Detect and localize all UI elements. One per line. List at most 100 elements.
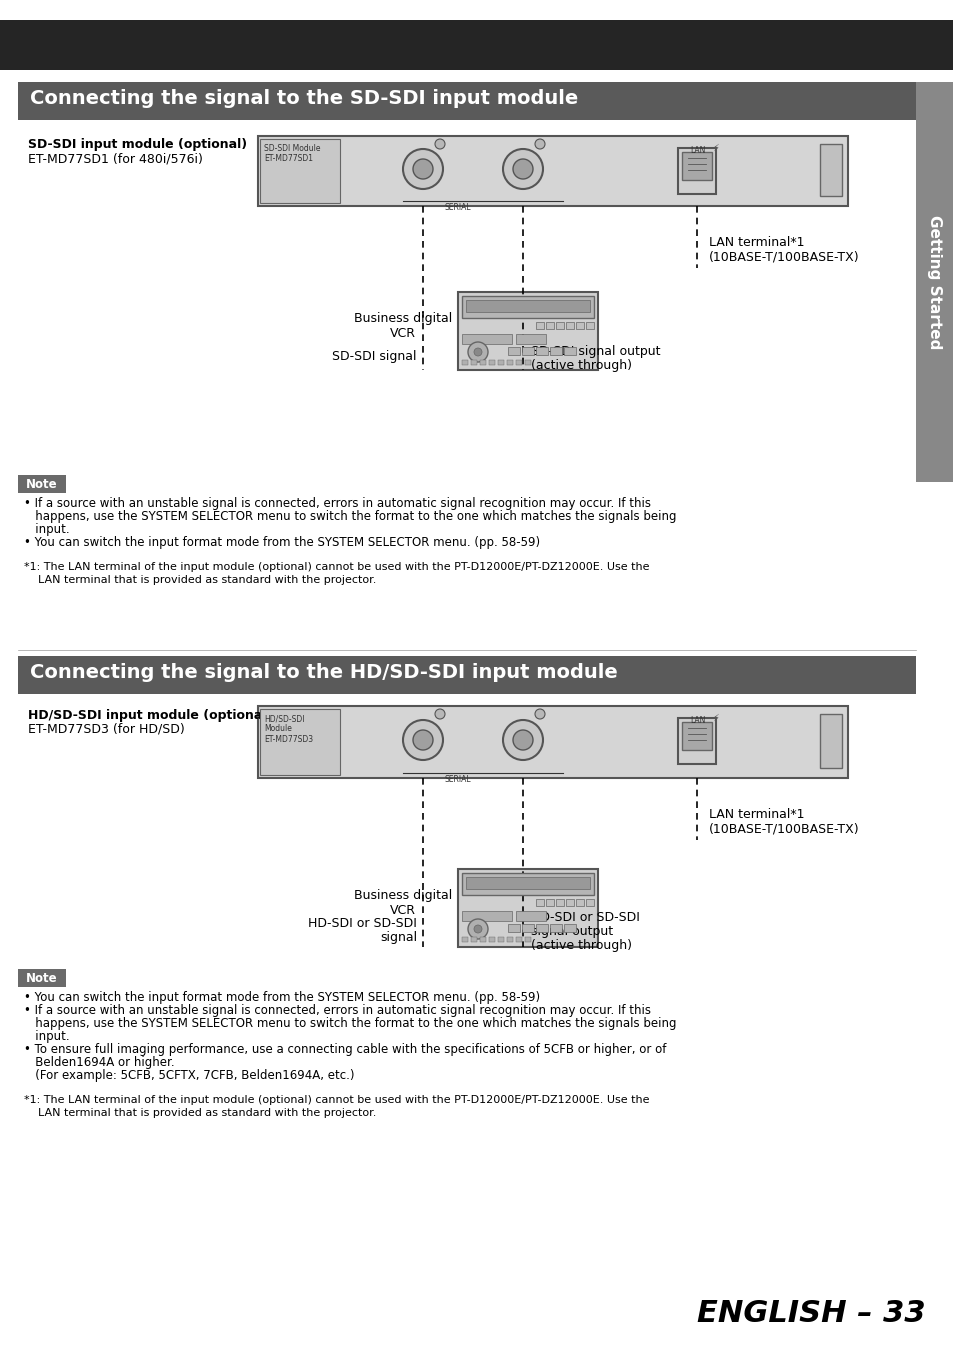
Text: signal output: signal output [531,925,613,938]
Bar [507,347,519,355]
Circle shape [413,159,433,180]
Bar [563,923,576,932]
Text: happens, use the SYSTEM SELECTOR menu to switch the format to the one which matc: happens, use the SYSTEM SELECTOR menu to… [24,1017,676,1030]
Text: LAN terminal that is provided as standard with the projector.: LAN terminal that is provided as standar… [24,575,376,585]
Bar [516,333,545,344]
Bar [479,360,485,365]
Circle shape [535,709,544,720]
Text: Business digital
VCR: Business digital VCR [354,890,452,917]
Bar [681,722,711,751]
Text: input.: input. [24,522,70,536]
Text: SD-SDI input module (optional): SD-SDI input module (optional) [28,138,247,151]
Bar [521,347,534,355]
Circle shape [502,148,542,189]
Bar [678,148,716,194]
Text: (active through): (active through) [531,940,631,952]
Text: • You can switch the input format mode from the SYSTEM SELECTOR menu. (pp. 58-59: • You can switch the input format mode f… [24,536,539,549]
Bar [516,911,545,921]
Bar [576,323,583,329]
Text: HD/SD-SDI input module (optional): HD/SD-SDI input module (optional) [28,709,273,722]
Bar [536,923,547,932]
Bar [497,937,503,942]
Bar [678,718,716,764]
Text: ⚡: ⚡ [711,713,719,724]
Text: Getting Started: Getting Started [926,215,942,350]
Circle shape [435,709,444,720]
Text: • You can switch the input format mode from the SYSTEM SELECTOR menu. (pp. 58-59: • You can switch the input format mode f… [24,991,539,1004]
Text: *1: The LAN terminal of the input module (optional) cannot be used with the PT-D: *1: The LAN terminal of the input module… [24,1095,649,1106]
Circle shape [513,159,533,180]
Bar [18,82,915,120]
Bar [461,937,468,942]
Bar [681,153,711,180]
Text: Business digital
VCR: Business digital VCR [354,312,452,340]
Bar [820,714,841,768]
Text: ⚡: ⚡ [711,143,719,153]
Bar [516,360,521,365]
Text: • If a source with an unstable signal is connected, errors in automatic signal r: • If a source with an unstable signal is… [24,497,650,510]
Text: HD/SD-SDI
Module
ET-MD77SD3: HD/SD-SDI Module ET-MD77SD3 [264,714,313,744]
Text: Connecting the signal to the HD/SD-SDI input module: Connecting the signal to the HD/SD-SDI i… [30,663,618,682]
Bar [18,656,915,694]
Bar [260,709,339,775]
Bar [545,899,554,906]
Bar [471,937,476,942]
Bar [506,937,513,942]
Bar [576,899,583,906]
Text: *1: The LAN terminal of the input module (optional) cannot be used with the PT-D: *1: The LAN terminal of the input module… [24,562,649,572]
Circle shape [513,730,533,751]
Bar [545,323,554,329]
Bar [461,911,512,921]
Bar [457,292,598,370]
Bar [506,360,513,365]
Bar [489,360,495,365]
Bar [465,300,589,312]
Text: SERIAL: SERIAL [444,202,471,212]
Bar [524,937,531,942]
Bar [18,475,66,493]
Text: ET-MD77SD1 (for 480i/576i): ET-MD77SD1 (for 480i/576i) [28,153,203,165]
Text: LAN: LAN [690,146,705,155]
Bar [479,937,485,942]
Text: Connecting the signal to the SD-SDI input module: Connecting the signal to the SD-SDI inpu… [30,89,578,108]
Text: signal: signal [379,931,416,944]
Circle shape [474,348,481,356]
Text: • If a source with an unstable signal is connected, errors in automatic signal r: • If a source with an unstable signal is… [24,1004,650,1017]
Bar [18,969,66,987]
Bar [521,923,534,932]
Bar [556,899,563,906]
Text: Belden1694A or higher.: Belden1694A or higher. [24,1056,174,1069]
Text: (For example: 5CFB, 5CFTX, 7CFB, Belden1694A, etc.): (For example: 5CFB, 5CFTX, 7CFB, Belden1… [24,1069,355,1081]
Bar [461,873,594,895]
Circle shape [413,730,433,751]
Circle shape [474,925,481,933]
Bar [257,706,847,778]
Bar [516,937,521,942]
Text: LAN: LAN [690,716,705,725]
Circle shape [468,919,488,940]
Bar [820,144,841,196]
Bar [257,136,847,207]
Text: Note: Note [26,972,58,986]
Text: (10BASE-T/100BASE-TX): (10BASE-T/100BASE-TX) [708,822,859,836]
Text: SD-SDI signal: SD-SDI signal [333,350,416,363]
Bar [536,347,547,355]
Circle shape [468,342,488,362]
Circle shape [435,139,444,148]
Text: • To ensure full imaging performance, use a connecting cable with the specificat: • To ensure full imaging performance, us… [24,1044,666,1056]
Bar [585,323,594,329]
Bar [915,82,953,482]
Bar [461,360,468,365]
Text: SD-SDI Module
ET-MD77SD1: SD-SDI Module ET-MD77SD1 [264,144,320,163]
Bar [489,937,495,942]
Text: happens, use the SYSTEM SELECTOR menu to switch the format to the one which matc: happens, use the SYSTEM SELECTOR menu to… [24,510,676,522]
Bar [524,360,531,365]
Text: Note: Note [26,478,58,491]
Circle shape [535,139,544,148]
Bar [536,899,543,906]
Text: LAN terminal*1: LAN terminal*1 [708,809,803,821]
Bar [550,923,561,932]
Bar [457,869,598,946]
Text: ENGLISH – 33: ENGLISH – 33 [697,1299,925,1328]
Circle shape [402,720,442,760]
